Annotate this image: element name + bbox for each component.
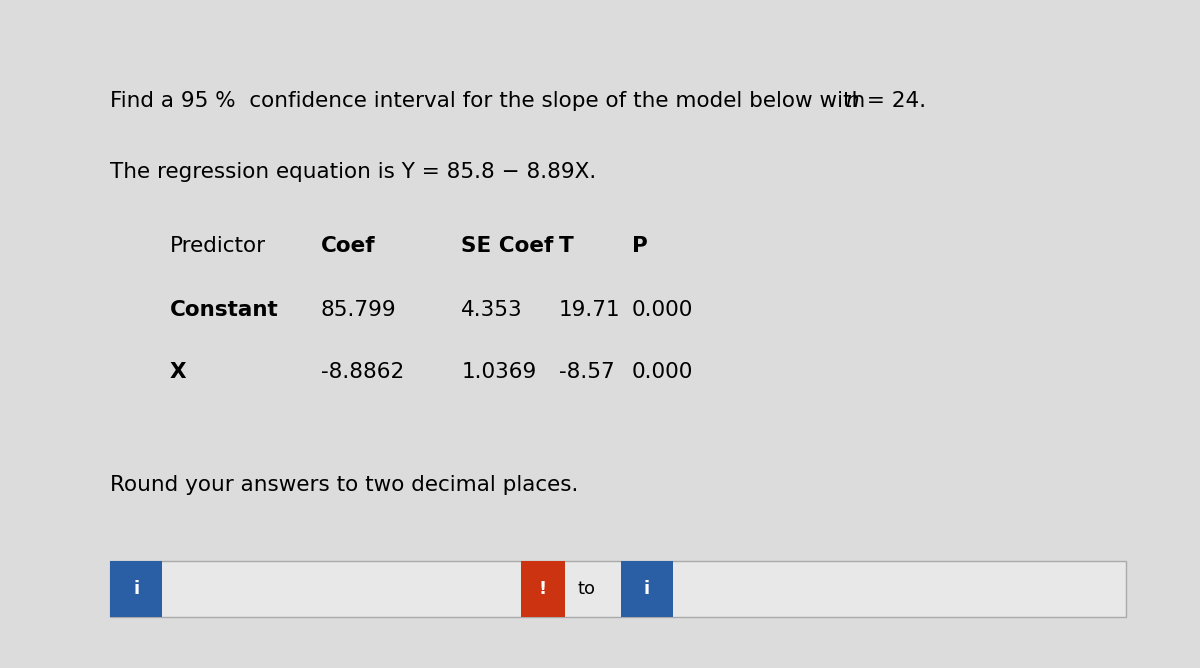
- Text: 1.0369: 1.0369: [461, 361, 536, 381]
- Text: Predictor: Predictor: [170, 236, 266, 256]
- Text: P: P: [632, 236, 648, 256]
- FancyBboxPatch shape: [521, 561, 565, 617]
- Text: 0.000: 0.000: [632, 361, 694, 381]
- Text: X: X: [170, 361, 186, 381]
- FancyBboxPatch shape: [110, 561, 1126, 617]
- Text: !: !: [539, 580, 547, 598]
- Text: 85.799: 85.799: [320, 300, 397, 320]
- Text: Coef: Coef: [320, 236, 376, 256]
- Text: The regression equation is Y = 85.8 − 8.89X.: The regression equation is Y = 85.8 − 8.…: [110, 162, 596, 182]
- Text: = 24.: = 24.: [860, 92, 926, 112]
- FancyBboxPatch shape: [110, 561, 162, 617]
- Text: -8.57: -8.57: [558, 361, 614, 381]
- Text: 4.353: 4.353: [461, 300, 523, 320]
- FancyBboxPatch shape: [622, 561, 673, 617]
- Text: Round your answers to two decimal places.: Round your answers to two decimal places…: [110, 476, 578, 496]
- Text: 19.71: 19.71: [558, 300, 620, 320]
- Text: SE Coef: SE Coef: [461, 236, 553, 256]
- Text: to: to: [578, 580, 596, 598]
- Text: Constant: Constant: [170, 300, 278, 320]
- Text: n: n: [845, 92, 858, 112]
- Text: 0.000: 0.000: [632, 300, 694, 320]
- Text: -8.8862: -8.8862: [320, 361, 404, 381]
- Text: i: i: [644, 580, 650, 598]
- Text: T: T: [558, 236, 574, 256]
- Text: i: i: [133, 580, 139, 598]
- Text: Find a 95 %  confidence interval for the slope of the model below with: Find a 95 % confidence interval for the …: [110, 92, 872, 112]
